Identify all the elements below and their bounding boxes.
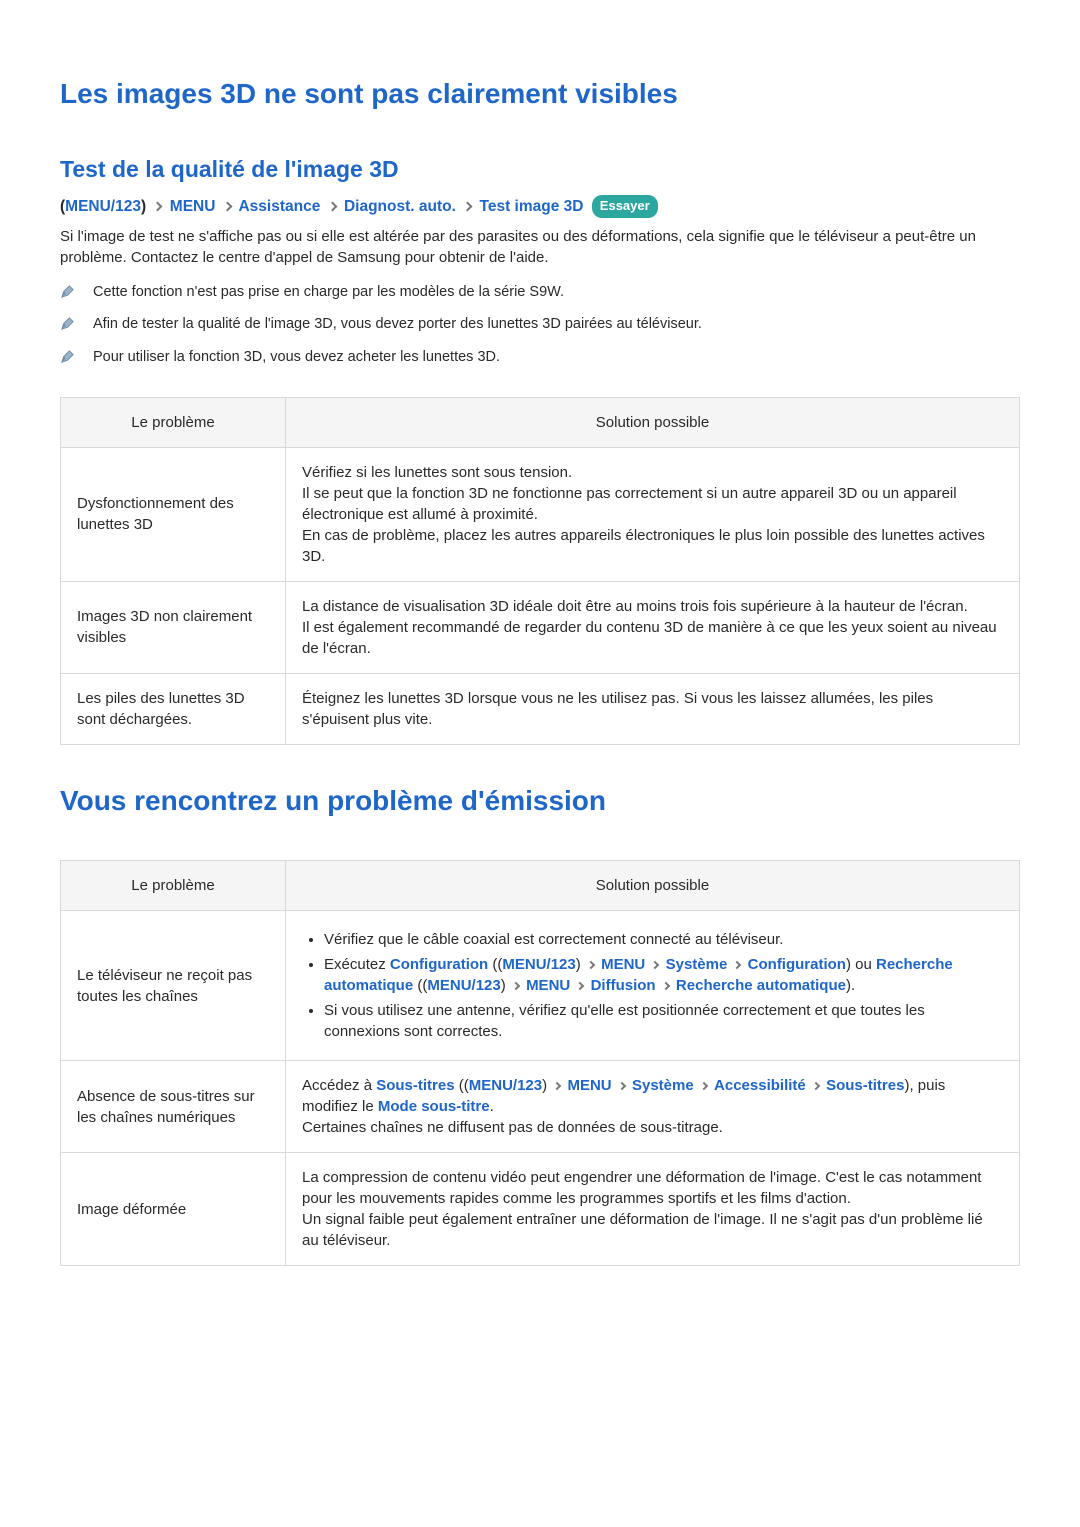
text: ) — [542, 1077, 551, 1094]
chevron-right-icon — [812, 1081, 820, 1089]
chevron-right-icon — [327, 202, 337, 212]
chevron-right-icon — [222, 202, 232, 212]
text: (( — [455, 1077, 469, 1094]
chevron-right-icon — [733, 960, 741, 968]
pencil-icon — [60, 349, 75, 364]
pencil-icon — [60, 316, 75, 331]
table-row: Le téléviseur ne reçoit pas toutes les c… — [61, 911, 1020, 1061]
text: . — [490, 1098, 494, 1115]
note-list: Cette fonction n'est pas prise en charge… — [60, 282, 1020, 367]
nav-menu[interactable]: MENU — [601, 956, 645, 973]
pencil-icon — [60, 284, 75, 299]
nav-menu123[interactable]: MENU/123 — [469, 1077, 542, 1094]
cell-problem: Absence de sous-titres sur les chaînes n… — [61, 1061, 286, 1153]
bullet-1: Vérifiez que le câble coaxial est correc… — [324, 929, 1003, 950]
chevron-right-icon — [512, 981, 520, 989]
nav-configuration[interactable]: Configuration — [748, 956, 846, 973]
nav-assistance[interactable]: Assistance — [238, 198, 320, 215]
nav-menu123[interactable]: MENU/123 — [65, 198, 141, 215]
nav-systeme[interactable]: Système — [632, 1077, 694, 1094]
nav-menu123[interactable]: MENU/123 — [427, 977, 500, 994]
cell-problem: Images 3D non clairement visibles — [61, 581, 286, 673]
cell-solution: La compression de contenu vidéo peut eng… — [286, 1153, 1020, 1266]
chevron-right-icon — [700, 1081, 708, 1089]
text: Accédez à — [302, 1077, 376, 1094]
cell-solution: Vérifiez que le câble coaxial est correc… — [286, 911, 1020, 1061]
nav-menu[interactable]: MENU — [526, 977, 570, 994]
breadcrumb-3d-test: (MENU/123) MENU Assistance Diagnost. aut… — [60, 195, 1020, 218]
text: Certaines chaînes ne diffusent pas de do… — [302, 1119, 723, 1136]
nav-menu[interactable]: MENU — [567, 1077, 611, 1094]
nav-diffusion[interactable]: Diffusion — [591, 977, 656, 994]
text: (( — [413, 977, 427, 994]
text: ). — [846, 977, 855, 994]
nav-sous-titres[interactable]: Sous-titres — [376, 1077, 454, 1094]
cell-problem: Les piles des lunettes 3D sont déchargée… — [61, 673, 286, 744]
try-now-badge[interactable]: Essayer — [592, 195, 658, 217]
chevron-right-icon — [662, 981, 670, 989]
page-root: Les images 3D ne sont pas clairement vis… — [0, 0, 1080, 1382]
nav-recherche-auto[interactable]: Recherche automatique — [676, 977, 846, 994]
note-text: Pour utiliser la fonction 3D, vous devez… — [93, 347, 500, 367]
nav-mode-sous-titre[interactable]: Mode sous-titre — [378, 1098, 490, 1115]
chevron-right-icon — [587, 960, 595, 968]
th-problem: Le problème — [61, 861, 286, 911]
bullet-3: Si vous utilisez une antenne, vérifiez q… — [324, 1000, 1003, 1042]
th-solution: Solution possible — [286, 397, 1020, 447]
cell-problem: Dysfonctionnement des lunettes 3D — [61, 447, 286, 581]
chevron-right-icon — [153, 202, 163, 212]
text: (( — [488, 956, 502, 973]
section1-intro: Si l'image de test ne s'affiche pas ou s… — [60, 226, 1020, 268]
table-row: Absence de sous-titres sur les chaînes n… — [61, 1061, 1020, 1153]
cell-solution: Vérifiez si les lunettes sont sous tensi… — [286, 447, 1020, 581]
table-broadcast-problems: Le problème Solution possible Le télévis… — [60, 860, 1020, 1266]
nav-accessibilite[interactable]: Accessibilité — [714, 1077, 806, 1094]
table-3d-problems: Le problème Solution possible Dysfonctio… — [60, 397, 1020, 745]
text: ) ou — [846, 956, 876, 973]
nav-configuration[interactable]: Configuration — [390, 956, 488, 973]
nav-menu[interactable]: MENU — [170, 198, 216, 215]
cell-solution: La distance de visualisation 3D idéale d… — [286, 581, 1020, 673]
cell-solution: Éteignez les lunettes 3D lorsque vous ne… — [286, 673, 1020, 744]
paren-close: ) — [141, 198, 146, 215]
nav-sous-titres[interactable]: Sous-titres — [826, 1077, 904, 1094]
table-row: Dysfonctionnement des lunettes 3D Vérifi… — [61, 447, 1020, 581]
note-item: Cette fonction n'est pas prise en charge… — [60, 282, 1020, 302]
chevron-right-icon — [618, 1081, 626, 1089]
text: Exécutez — [324, 956, 390, 973]
note-text: Afin de tester la qualité de l'image 3D,… — [93, 314, 702, 334]
section2-title: Vous rencontrez un problème d'émission — [60, 781, 1020, 820]
table-head-row: Le problème Solution possible — [61, 861, 1020, 911]
table-head-row: Le problème Solution possible — [61, 397, 1020, 447]
nav-systeme[interactable]: Système — [666, 956, 728, 973]
nav-test-image-3d[interactable]: Test image 3D — [480, 198, 584, 215]
chevron-right-icon — [651, 960, 659, 968]
chevron-right-icon — [553, 1081, 561, 1089]
text: ) — [501, 977, 510, 994]
solution-bullets: Vérifiez que le câble coaxial est correc… — [302, 929, 1003, 1042]
note-item: Afin de tester la qualité de l'image 3D,… — [60, 314, 1020, 334]
chevron-right-icon — [463, 202, 473, 212]
cell-solution: Accédez à Sous-titres ((MENU/123) MENU S… — [286, 1061, 1020, 1153]
table-row: Les piles des lunettes 3D sont déchargée… — [61, 673, 1020, 744]
th-problem: Le problème — [61, 397, 286, 447]
nav-diagnost[interactable]: Diagnost. auto. — [344, 198, 456, 215]
table-row: Images 3D non clairement visibles La dis… — [61, 581, 1020, 673]
bullet-2: Exécutez Configuration ((MENU/123) MENU … — [324, 954, 1003, 996]
section1-title: Les images 3D ne sont pas clairement vis… — [60, 74, 1020, 113]
note-item: Pour utiliser la fonction 3D, vous devez… — [60, 347, 1020, 367]
note-text: Cette fonction n'est pas prise en charge… — [93, 282, 564, 302]
th-solution: Solution possible — [286, 861, 1020, 911]
cell-problem: Image déformée — [61, 1153, 286, 1266]
text: ) — [576, 956, 585, 973]
nav-menu123[interactable]: MENU/123 — [502, 956, 575, 973]
cell-problem: Le téléviseur ne reçoit pas toutes les c… — [61, 911, 286, 1061]
chevron-right-icon — [576, 981, 584, 989]
table-row: Image déformée La compression de contenu… — [61, 1153, 1020, 1266]
section1-subtitle: Test de la qualité de l'image 3D — [60, 153, 1020, 185]
